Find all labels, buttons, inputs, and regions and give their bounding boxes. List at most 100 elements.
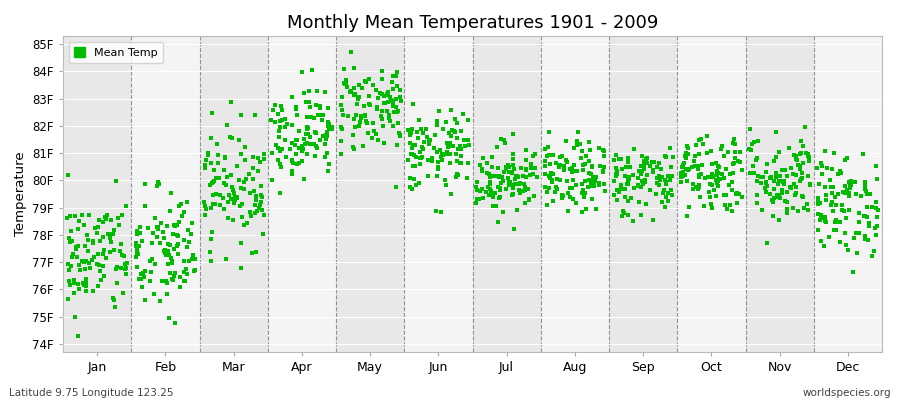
Point — [529, 174, 544, 180]
Point — [870, 223, 885, 230]
Point — [634, 162, 648, 169]
Point — [842, 192, 856, 199]
Point — [687, 158, 701, 164]
Point — [608, 172, 623, 179]
Point — [680, 142, 694, 149]
Point — [358, 112, 373, 118]
Point — [479, 188, 493, 195]
Point — [365, 82, 380, 88]
Point — [596, 168, 610, 174]
Point — [89, 261, 104, 267]
Point — [335, 126, 349, 132]
Point — [274, 102, 288, 109]
Point — [454, 145, 468, 152]
Point — [288, 105, 302, 112]
Point — [851, 230, 866, 236]
Point — [357, 102, 372, 109]
Point — [584, 178, 598, 184]
Point — [449, 120, 464, 126]
Point — [389, 96, 403, 102]
Point — [175, 213, 189, 219]
Point — [75, 258, 89, 264]
Point — [64, 228, 78, 234]
Point — [469, 184, 483, 190]
Point — [621, 179, 635, 185]
Point — [616, 207, 630, 214]
Point — [318, 154, 332, 161]
Point — [570, 138, 584, 144]
Point — [96, 219, 111, 225]
Point — [165, 260, 179, 266]
Point — [826, 184, 841, 190]
Point — [502, 169, 517, 176]
Point — [448, 128, 463, 135]
Point — [81, 237, 95, 243]
Point — [290, 112, 304, 118]
Point — [186, 251, 201, 258]
Point — [653, 166, 668, 172]
Point — [168, 223, 183, 229]
Point — [833, 170, 848, 176]
Point — [506, 151, 520, 158]
Point — [460, 175, 474, 181]
Bar — [677, 36, 745, 352]
Point — [819, 192, 833, 199]
Point — [249, 208, 264, 214]
Point — [269, 142, 284, 148]
Point — [110, 264, 124, 270]
Point — [491, 219, 505, 226]
Point — [556, 193, 571, 199]
Point — [650, 175, 664, 181]
Point — [204, 258, 219, 264]
Point — [858, 186, 872, 192]
Point — [325, 125, 339, 132]
Point — [548, 189, 562, 195]
Point — [710, 180, 724, 187]
Point — [354, 113, 368, 119]
Point — [79, 232, 94, 238]
Point — [780, 210, 795, 216]
Point — [482, 171, 496, 177]
Point — [659, 154, 673, 160]
Point — [68, 212, 82, 219]
Point — [202, 182, 217, 188]
Point — [640, 155, 654, 162]
Point — [634, 153, 649, 159]
Point — [701, 174, 716, 180]
Point — [340, 112, 355, 119]
Point — [374, 116, 389, 122]
Point — [491, 164, 506, 171]
Point — [518, 187, 533, 193]
Point — [160, 280, 175, 286]
Point — [138, 181, 152, 188]
Point — [211, 160, 225, 166]
Point — [691, 184, 706, 190]
Point — [171, 241, 185, 247]
Point — [224, 99, 238, 106]
Point — [692, 182, 706, 189]
Point — [483, 188, 498, 194]
Point — [113, 241, 128, 247]
Point — [301, 130, 315, 137]
Point — [254, 183, 268, 189]
Point — [405, 186, 419, 192]
Point — [524, 161, 538, 167]
Point — [506, 131, 520, 137]
Point — [386, 123, 400, 130]
Point — [382, 115, 396, 122]
Point — [419, 134, 434, 140]
Point — [643, 162, 657, 169]
Point — [365, 120, 380, 126]
Point — [98, 216, 112, 222]
Point — [444, 191, 458, 197]
Point — [377, 100, 392, 106]
Point — [150, 179, 165, 186]
Point — [583, 147, 598, 154]
Point — [78, 280, 93, 286]
Point — [334, 102, 348, 108]
Point — [455, 111, 470, 117]
Point — [484, 154, 499, 160]
Point — [251, 155, 266, 161]
Point — [78, 282, 93, 289]
Point — [442, 130, 456, 137]
